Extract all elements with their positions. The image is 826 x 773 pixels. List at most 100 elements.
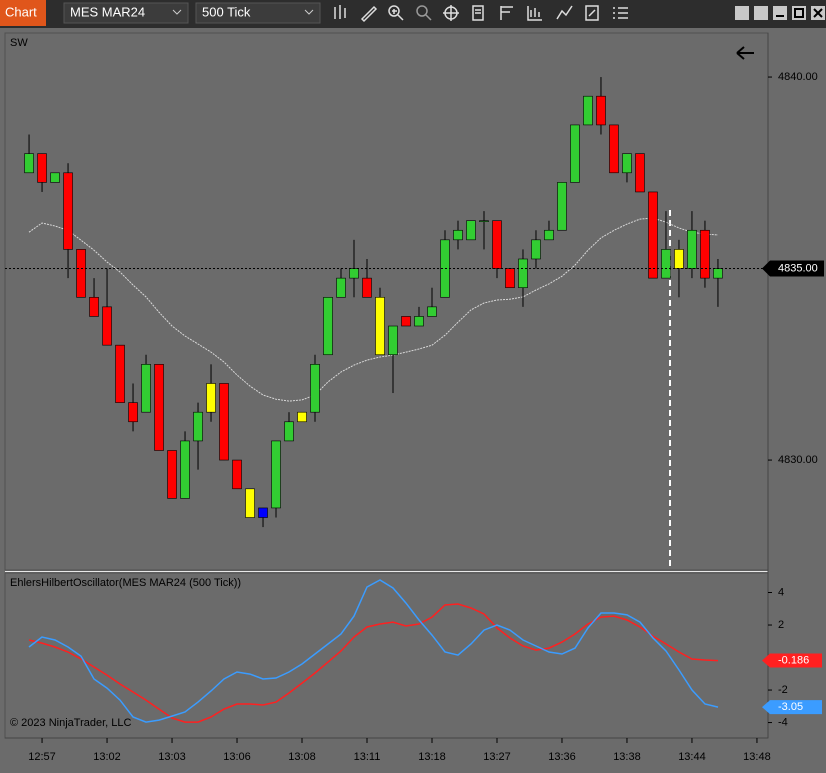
- x-tick-label: 13:08: [288, 751, 316, 763]
- candle-body: [388, 325, 398, 356]
- candle-body: [622, 153, 632, 174]
- candle-body: [583, 95, 593, 126]
- candle-body: [323, 296, 333, 356]
- moving-average: [28, 217, 719, 402]
- candle-body: [427, 306, 437, 317]
- candle-body: [661, 249, 671, 279]
- candle-body: [154, 364, 164, 451]
- oscillator-line: [28, 603, 719, 723]
- toolbar-icons[interactable]: [334, 5, 628, 23]
- y-tick-label: 2: [778, 619, 784, 631]
- minimize-button[interactable]: [773, 6, 787, 20]
- oscillator-line: [28, 579, 719, 723]
- candle-body: [648, 191, 658, 279]
- candle-body: [596, 95, 606, 126]
- x-tick-label: 13:11: [354, 751, 381, 763]
- y-tick-label: 4840.00: [778, 71, 818, 83]
- back-arrow[interactable]: [736, 46, 754, 60]
- candle-body: [505, 268, 515, 289]
- x-tick-label: 13:27: [483, 751, 511, 763]
- candle-body: [687, 229, 697, 269]
- instrument-dropdown[interactable]: [63, 2, 189, 24]
- dropdown-arrow: [304, 9, 314, 15]
- candle-body: [557, 182, 567, 231]
- x-tick-label: 12:57: [28, 751, 56, 763]
- candle-body: [466, 220, 476, 241]
- instrument: MES MAR24: [70, 4, 145, 19]
- candle-body: [50, 172, 60, 183]
- last-value-box: [762, 700, 822, 715]
- candle-body: [102, 306, 112, 346]
- candle-body: [609, 124, 619, 174]
- candle-body: [219, 383, 229, 461]
- dropdown-arrow: [172, 9, 182, 15]
- candle-body: [700, 229, 710, 279]
- current-price-box: [762, 260, 824, 277]
- candle-body: [37, 153, 47, 183]
- chart-tab[interactable]: [0, 0, 46, 26]
- candle-body: [349, 268, 359, 279]
- app-label: Chart: [5, 4, 37, 19]
- candle-body: [76, 249, 86, 298]
- interval-dropdown[interactable]: [195, 2, 321, 24]
- candle-body: [635, 153, 645, 193]
- last-value-box: [762, 653, 822, 668]
- copyright: © 2023 NinjaTrader, LLC: [10, 717, 131, 729]
- last-value-label: -3.05: [778, 701, 803, 713]
- x-tick-label: 13:38: [613, 751, 641, 763]
- x-tick-label: 13:48: [743, 751, 771, 763]
- y-tick-label: 4830.00: [778, 454, 818, 466]
- candle-body: [141, 364, 151, 413]
- candle-body: [518, 258, 528, 289]
- oscillator-panel: [4, 572, 769, 739]
- candle-body: [128, 402, 138, 423]
- candle-body: [544, 229, 554, 241]
- candle-body: [232, 459, 242, 490]
- x-tick-label: 13:44: [678, 751, 706, 763]
- candle-body: [167, 450, 177, 499]
- candle-body: [674, 249, 684, 269]
- candle-body: [479, 220, 489, 222]
- y-tick-label: 4: [778, 586, 784, 598]
- candle-body: [401, 316, 411, 327]
- candle-body: [115, 344, 125, 403]
- window-button[interactable]: [754, 6, 768, 20]
- candle-body: [492, 220, 502, 269]
- x-tick-label: 13:18: [418, 751, 446, 763]
- window-button[interactable]: [735, 6, 749, 20]
- oscillator-label: EhlersHilbertOscillator(MES MAR24 (500 T…: [10, 577, 241, 589]
- interval: 500 Tick: [202, 4, 251, 19]
- candle-body: [362, 277, 372, 298]
- candle-body: [284, 421, 294, 442]
- y-tick-label: -4: [778, 716, 788, 728]
- candle-body: [245, 488, 255, 518]
- price-panel: [4, 32, 769, 571]
- candle-body: [193, 411, 203, 442]
- candle-body: [453, 229, 463, 241]
- candle-body: [180, 440, 190, 499]
- x-tick-label: 13:36: [548, 751, 576, 763]
- current-price-label: 4835.00: [778, 262, 818, 274]
- candle-body: [570, 124, 580, 183]
- candle-body: [24, 153, 34, 174]
- last-value-label: -0.186: [778, 654, 809, 666]
- candle-body: [271, 440, 281, 509]
- price-panel-label: SW: [10, 37, 28, 49]
- y-tick-label: -2: [778, 684, 788, 696]
- x-tick-label: 13:02: [93, 751, 121, 763]
- candle-body: [310, 364, 320, 413]
- x-tick-label: 13:06: [223, 751, 251, 763]
- candle-body: [414, 316, 424, 327]
- candle-body: [258, 507, 268, 518]
- candle-body: [375, 296, 385, 356]
- candle-body: [336, 277, 346, 298]
- candle-body: [89, 296, 99, 317]
- candle-body: [713, 268, 723, 279]
- candle-body: [531, 239, 541, 260]
- candle-body: [63, 172, 73, 250]
- x-tick-label: 13:03: [158, 751, 186, 763]
- candle-body: [206, 383, 216, 413]
- window-glyphs: [776, 8, 823, 18]
